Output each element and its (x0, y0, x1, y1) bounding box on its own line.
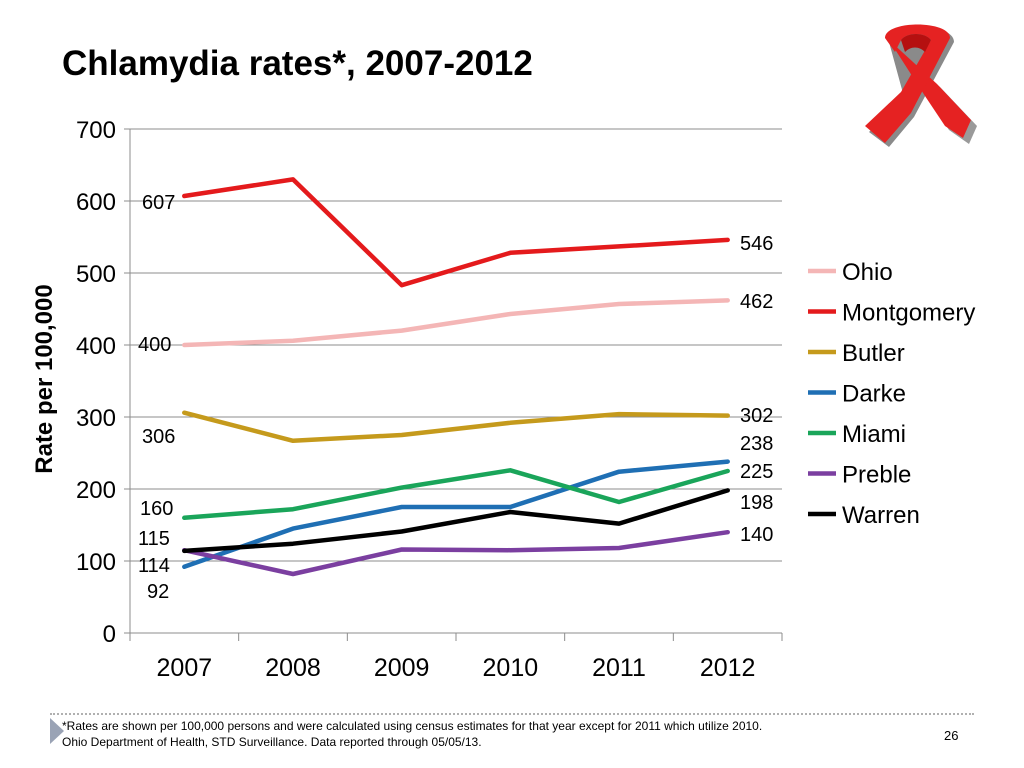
data-label: 607 (142, 192, 175, 214)
y-tick-label: 500 (76, 261, 116, 288)
footer-divider (50, 713, 974, 715)
data-label: 198 (740, 492, 773, 514)
series-line-preble (182, 529, 730, 577)
y-tick-label: 300 (76, 405, 116, 432)
y-axis-label: Rate per 100,000 (31, 284, 58, 473)
data-label: 114 (138, 555, 170, 577)
legend-entry: Darke (842, 381, 906, 408)
data-label: 546 (740, 233, 773, 255)
data-label: 92 (147, 581, 169, 603)
legend-entry: Ohio (842, 259, 893, 286)
legend-entry: Miami (842, 421, 906, 448)
data-label: 400 (138, 334, 171, 356)
footnote: *Rates are shown per 100,000 persons and… (62, 718, 762, 750)
legend-entry: Butler (842, 340, 905, 367)
y-tick-label: 100 (76, 549, 116, 576)
legend-entry: Warren (842, 502, 920, 529)
x-tick-label: 2008 (265, 654, 321, 682)
footnote-line-1: *Rates are shown per 100,000 persons and… (62, 719, 763, 733)
legend-entry: Preble (842, 462, 911, 489)
x-tick-label: 2007 (157, 654, 213, 682)
data-label: 238 (740, 433, 773, 455)
data-label: 140 (740, 524, 773, 546)
data-label: 160 (140, 498, 173, 520)
red-ribbon-icon (855, 18, 980, 153)
legend-entry: Montgomery (842, 300, 975, 327)
data-label: 225 (740, 461, 773, 483)
data-label: 302 (740, 405, 773, 427)
y-tick-label: 0 (103, 621, 116, 648)
data-label: 115 (138, 528, 170, 550)
data-label: 462 (740, 291, 773, 313)
series-line-darke (182, 459, 730, 570)
x-tick-label: 2010 (483, 654, 539, 682)
series-line-ohio (182, 298, 730, 348)
series-line-butler (182, 410, 730, 444)
x-tick-label: 2009 (374, 654, 430, 682)
x-tick-label: 2012 (700, 654, 756, 682)
y-tick-label: 400 (76, 333, 116, 360)
series-line-montgomery (182, 177, 730, 288)
line-chart: 0 100 200 300 400 500 600 700 2007 2008 2009 2010 20… (31, 117, 975, 682)
data-label: 306 (142, 426, 175, 448)
y-tick-label: 600 (76, 189, 116, 216)
x-tick-label: 2011 (592, 654, 646, 682)
y-tick-label: 700 (76, 117, 116, 144)
series-line-warren (182, 488, 730, 554)
series-line-miami (182, 468, 730, 521)
footer-arrow-icon (50, 718, 64, 744)
footnote-source: Ohio Department of Health, STD Surveilla… (62, 735, 482, 749)
y-tick-label: 200 (76, 477, 116, 504)
slide-title: Chlamydia rates*, 2007-2012 (62, 44, 533, 83)
page-number: 26 (944, 728, 959, 743)
